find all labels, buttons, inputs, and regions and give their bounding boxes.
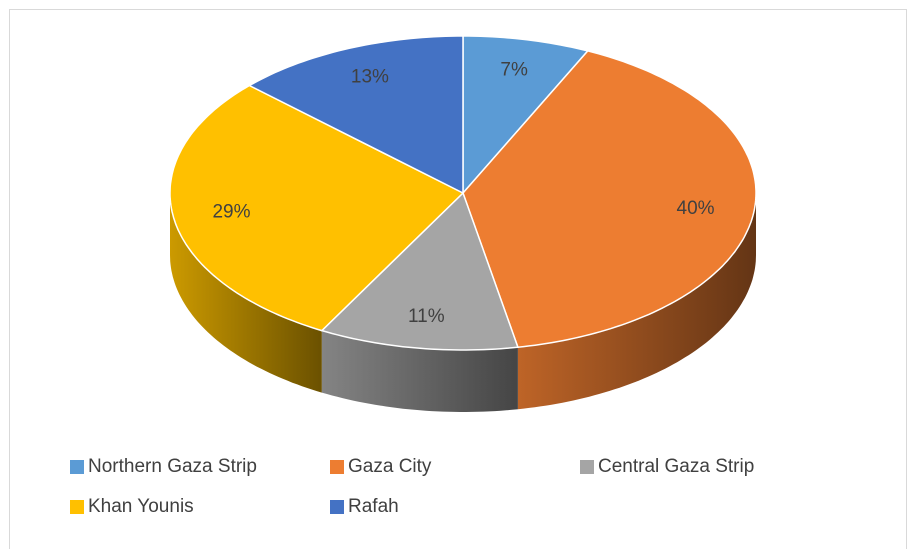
slice-side	[170, 193, 322, 393]
slice	[462, 50, 757, 349]
data-label: 7%	[500, 59, 528, 80]
data-label: 29%	[212, 202, 250, 223]
legend-label: Central Gaza Strip	[598, 456, 754, 477]
legend-label: Gaza City	[348, 456, 432, 477]
legend-swatch	[330, 460, 344, 474]
legend-swatch	[70, 500, 84, 514]
legend-swatch	[330, 500, 344, 514]
slice	[320, 191, 519, 351]
data-label: 13%	[351, 67, 389, 88]
data-label: 40%	[677, 198, 715, 219]
legend-swatch	[580, 460, 594, 474]
slice	[247, 35, 464, 195]
legend-swatch	[70, 460, 84, 474]
data-label: 11%	[408, 306, 445, 327]
legend-label: Rafah	[348, 496, 399, 517]
slice-side	[517, 193, 756, 410]
slice	[169, 84, 465, 332]
slice	[462, 35, 590, 195]
legend-label: Northern Gaza Strip	[88, 456, 257, 477]
slice-side	[321, 330, 518, 412]
legend-label: Khan Younis	[88, 496, 194, 517]
